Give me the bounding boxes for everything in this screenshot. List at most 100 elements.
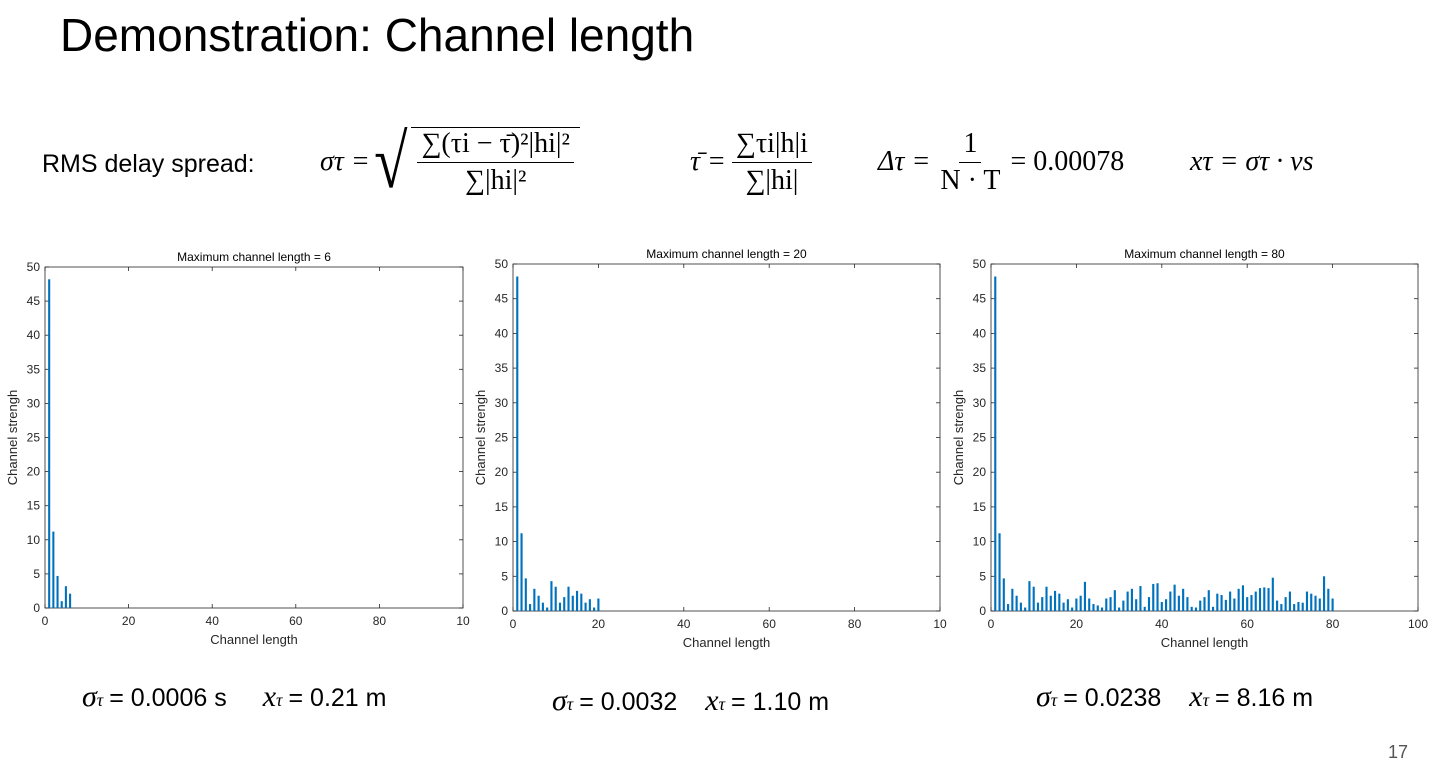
bar — [1135, 599, 1138, 611]
page-number: 17 — [1388, 742, 1409, 762]
bar — [1271, 577, 1274, 611]
y-tick-label: 45 — [495, 292, 509, 306]
bar — [1053, 590, 1057, 611]
bar — [56, 575, 59, 608]
bar — [1028, 581, 1031, 611]
x-tick-label: 40 — [1155, 617, 1169, 631]
denominator: ∑|hi| — [745, 164, 799, 196]
bar — [1182, 588, 1185, 611]
bar — [554, 586, 557, 611]
numerator: 1 — [959, 128, 982, 163]
x-tick-label: 10 — [933, 617, 947, 631]
bar — [1258, 588, 1262, 611]
bar — [1032, 586, 1035, 611]
plot-frame — [44, 266, 464, 609]
y-tick-label: 10 — [973, 535, 987, 549]
bar — [1088, 598, 1091, 611]
bar — [1203, 597, 1206, 611]
bar — [1156, 583, 1159, 611]
caption-value: = 8.16 m — [1215, 684, 1314, 712]
y-tick-label: 35 — [973, 361, 987, 375]
bar — [1173, 584, 1176, 611]
bar — [1186, 597, 1189, 611]
bar — [1036, 602, 1040, 611]
radical: √ ∑(τi − τ̄)²|hi|² ∑|hi|² — [370, 119, 580, 206]
x-tick-label: 60 — [763, 617, 777, 631]
x-tick-label: 100 — [1408, 617, 1428, 631]
bar — [1229, 591, 1232, 611]
y-tick-label: 10 — [27, 533, 41, 547]
bar — [1049, 595, 1052, 611]
bar — [1007, 604, 1010, 611]
x-tick-label: 40 — [677, 617, 691, 631]
bar — [1211, 606, 1215, 611]
x-tick-label: 0 — [510, 617, 517, 631]
bar — [69, 593, 72, 608]
y-tick-label: 40 — [495, 326, 509, 340]
y-tick-label: 20 — [495, 465, 509, 479]
bar — [1160, 601, 1163, 611]
bar — [1075, 598, 1078, 611]
symbol: x — [705, 684, 719, 717]
x-axis-label: Channel length — [683, 635, 770, 650]
y-tick-label: 25 — [27, 431, 41, 445]
bar — [64, 586, 67, 608]
bar — [1327, 588, 1330, 611]
x-tick-label: 0 — [42, 614, 49, 628]
y-tick-label: 30 — [27, 396, 41, 410]
plot-frame — [990, 263, 1419, 612]
symbol: σ — [1036, 680, 1051, 713]
bar — [546, 607, 549, 611]
x-tick-label: 40 — [206, 614, 220, 628]
formula-lhs: Δτ = — [878, 146, 931, 177]
bar — [1147, 597, 1151, 611]
bar — [1310, 593, 1313, 611]
numerator: ∑τi|h|i — [731, 128, 812, 163]
bar — [563, 597, 566, 611]
bar — [1276, 600, 1279, 611]
bar — [1169, 591, 1172, 611]
bar — [1246, 597, 1249, 611]
chart-title: Maximum channel length = 80 — [1124, 247, 1285, 261]
bar — [533, 588, 536, 611]
bar — [1062, 602, 1065, 611]
bar — [1190, 606, 1193, 611]
bar — [1143, 606, 1146, 611]
symbol: τ — [96, 690, 104, 710]
x-tick-label: 20 — [122, 614, 136, 628]
bar — [1237, 588, 1240, 611]
denominator: ∑|hi|² — [465, 165, 527, 196]
bar — [520, 533, 523, 611]
bar — [575, 590, 579, 611]
bar — [1024, 607, 1027, 611]
caption-value: = 0.0238 — [1063, 684, 1162, 712]
y-tick-label: 45 — [973, 292, 987, 306]
y-tick-label: 30 — [973, 396, 987, 410]
bar — [1224, 599, 1227, 611]
bar — [994, 276, 997, 611]
bar — [1113, 590, 1116, 611]
bar — [1322, 576, 1326, 611]
bar — [550, 581, 553, 611]
y-axis-label: Channel strengh — [951, 390, 966, 485]
y-tick-label: 25 — [973, 431, 987, 445]
bar — [1207, 590, 1210, 611]
x-tick-label: 60 — [1241, 617, 1255, 631]
bar — [52, 531, 55, 608]
bar — [1041, 597, 1044, 611]
bar — [1109, 597, 1112, 611]
caption-value: = 0.0032 — [579, 688, 678, 716]
bar — [593, 607, 596, 611]
symbol: τ — [1050, 690, 1058, 710]
bar — [1105, 598, 1108, 611]
y-tick-label: 35 — [495, 361, 509, 375]
x-tick-label: 10 — [456, 614, 470, 628]
bar — [1233, 598, 1236, 611]
bar — [1152, 583, 1155, 611]
bar — [1293, 604, 1296, 611]
symbol: x — [262, 680, 277, 713]
bar — [558, 602, 562, 611]
bar — [541, 602, 544, 611]
symbol: τ — [276, 690, 283, 710]
